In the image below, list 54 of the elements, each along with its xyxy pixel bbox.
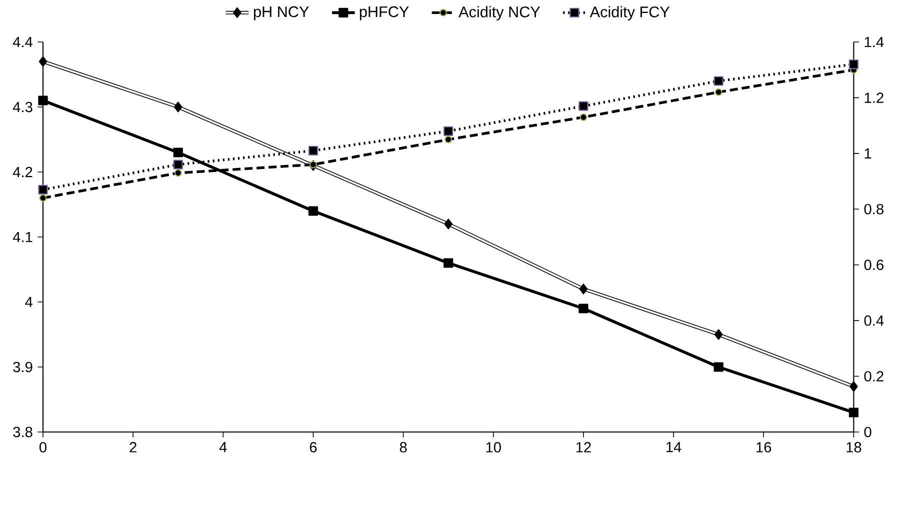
y-tick-label: 4.3 [12, 102, 32, 112]
y2-tick-label: 0 [864, 426, 872, 438]
point [174, 169, 182, 177]
point [578, 304, 588, 314]
point [308, 146, 318, 156]
point [38, 184, 48, 194]
x-tick-label: 6 [310, 442, 317, 452]
y-tick-label: 3.9 [13, 362, 32, 372]
y2-tick-label: 1 [864, 148, 872, 158]
point [580, 113, 588, 121]
point [173, 160, 183, 170]
point [444, 218, 452, 230]
point [309, 160, 317, 168]
point [444, 258, 454, 268]
point [848, 59, 858, 70]
point [38, 56, 48, 67]
y2-tick-label: 0.4 [864, 315, 884, 326]
point [848, 408, 858, 418]
point [174, 102, 182, 112]
x-tick-label: 16 [756, 442, 772, 452]
point [38, 96, 48, 106]
y2-tick-label: 0.8 [864, 204, 884, 214]
x-tick-label: 14 [666, 442, 682, 452]
point [173, 148, 183, 158]
point [714, 329, 723, 340]
y2-tick-label: 0.2 [864, 371, 884, 382]
y-tick-label: 4 [25, 296, 33, 308]
x-tick-label: 10 [486, 442, 501, 452]
point [308, 206, 318, 216]
point [444, 126, 454, 136]
y-tick-label: 4.1 [12, 232, 32, 242]
point [444, 136, 452, 144]
y-tick-label: 3.8 [13, 426, 32, 438]
x-tick-label: 8 [400, 442, 407, 452]
point [714, 88, 722, 96]
point [39, 194, 47, 202]
legend-label: pHFCY [360, 6, 409, 20]
legend-label: Acidity NCY [458, 6, 540, 20]
point [714, 362, 724, 372]
legend-label: Acidity FCY [590, 6, 670, 20]
x-tick-label: 0 [39, 442, 46, 452]
x-tick-label: 18 [846, 442, 862, 452]
point [579, 284, 588, 294]
y2-tick-label: 1.4 [864, 36, 884, 48]
y-tick-label: 4.4 [12, 36, 33, 48]
legend-label: pH NCY [254, 6, 309, 20]
y2-tick-label: 1.2 [864, 92, 884, 103]
x-tick-label: 2 [130, 442, 136, 452]
x-tick-label: 12 [576, 442, 591, 452]
x-tick-label: 4 [219, 442, 227, 452]
y2-tick-label: 0.6 [864, 260, 884, 270]
y-tick-label: 4.2 [12, 166, 32, 178]
point [714, 76, 724, 86]
point [578, 101, 588, 111]
